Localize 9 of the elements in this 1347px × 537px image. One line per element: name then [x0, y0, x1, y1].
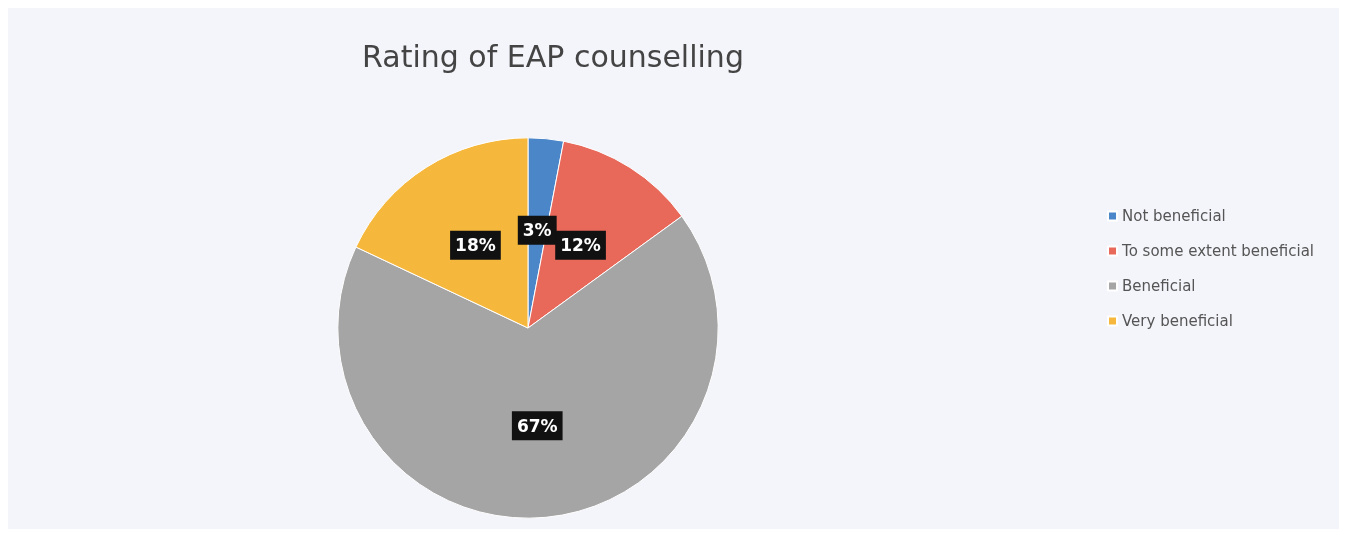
data-label: 3% — [522, 220, 552, 241]
legend-label: To some extent beneficial — [1121, 242, 1315, 260]
data-label: 12% — [560, 235, 601, 256]
legend-label: Beneficial — [1122, 277, 1196, 295]
legend-label: Not beneficial — [1122, 207, 1226, 225]
data-label: 18% — [455, 235, 496, 256]
data-label: 67% — [516, 415, 558, 436]
legend-label: Very beneficial — [1122, 312, 1233, 330]
chart-title: Rating of EAP counselling — [362, 38, 744, 74]
